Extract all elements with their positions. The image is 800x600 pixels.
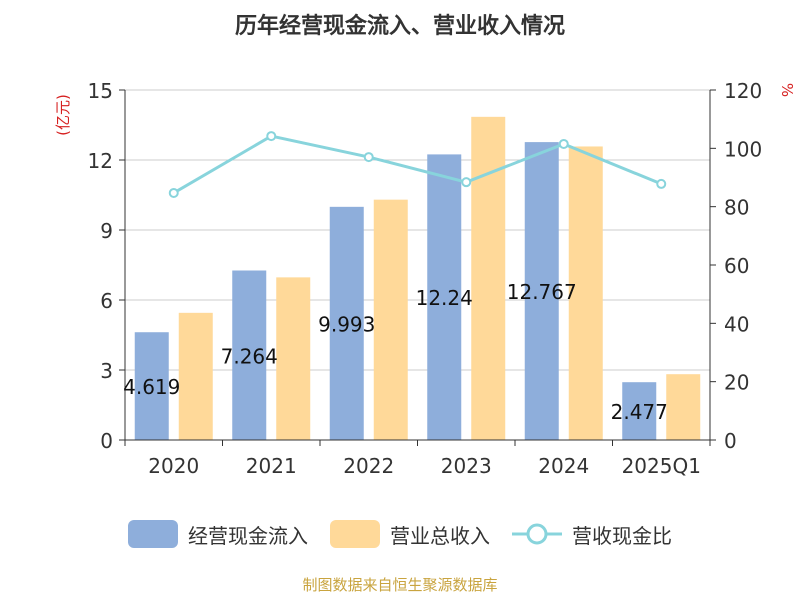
legend-item-ratio[interactable]: 营收现金比 bbox=[512, 520, 672, 549]
ratio-line-path bbox=[172, 134, 662, 195]
ratio-point bbox=[266, 131, 277, 142]
left-tick-label: 3 bbox=[100, 359, 113, 383]
data-label-cash-inflow: 12.767 bbox=[507, 280, 577, 304]
source-note: 制图数据来自恒生聚源数据库 bbox=[302, 576, 498, 594]
legend-swatch-cash-inflow bbox=[128, 520, 178, 548]
legend-label-revenue: 营业总收入 bbox=[390, 523, 490, 548]
bar-revenue bbox=[373, 199, 408, 440]
ratio-point bbox=[363, 152, 374, 163]
x-tick-label: 2024 bbox=[538, 454, 589, 478]
legend-line-icon bbox=[512, 523, 562, 545]
bar-revenue bbox=[666, 374, 701, 440]
right-tick-label: 100 bbox=[724, 137, 762, 161]
data-label-cash-inflow: 4.619 bbox=[123, 375, 180, 399]
right-tick-label: 0 bbox=[724, 429, 737, 453]
right-tick-label: 40 bbox=[724, 312, 749, 336]
data-label-cash-inflow: 12.24 bbox=[416, 286, 473, 310]
ratio-point bbox=[168, 187, 179, 198]
left-tick-label: 0 bbox=[100, 429, 113, 453]
left-tick-label: 15 bbox=[88, 79, 113, 103]
bar-cash-inflow bbox=[427, 154, 462, 440]
bar-revenue bbox=[568, 146, 603, 440]
bar-revenue bbox=[178, 312, 213, 440]
data-label-cash-inflow: 9.993 bbox=[318, 312, 375, 336]
legend-swatch-revenue bbox=[330, 520, 380, 548]
data-label-cash-inflow: 7.264 bbox=[221, 344, 278, 368]
bars bbox=[134, 116, 701, 440]
left-axis-unit: (亿元) bbox=[54, 94, 72, 136]
legend-item-cash-inflow[interactable]: 经营现金流入 bbox=[128, 520, 308, 549]
bar-revenue bbox=[471, 116, 506, 440]
data-labels: 4.619 7.264 9.993 12.24 12.767 2.477 bbox=[123, 280, 668, 424]
ratio-point bbox=[558, 138, 569, 149]
legend-label-ratio: 营收现金比 bbox=[572, 523, 672, 548]
left-tick-label: 12 bbox=[88, 149, 113, 173]
bar-cash-inflow bbox=[232, 270, 267, 440]
ratio-point bbox=[656, 178, 667, 189]
left-tick-label: 6 bbox=[100, 289, 113, 313]
x-tick-label: 2021 bbox=[246, 454, 297, 478]
left-tick-label: 9 bbox=[100, 219, 113, 243]
x-tick-label: 2023 bbox=[441, 454, 492, 478]
legend-item-revenue[interactable]: 营业总收入 bbox=[330, 520, 490, 549]
data-label-cash-inflow: 2.477 bbox=[611, 400, 668, 424]
legend-label-cash-inflow: 经营现金流入 bbox=[188, 523, 308, 548]
chart-title: 历年经营现金流入、营业收入情况 bbox=[234, 14, 565, 39]
x-tick-label: 2020 bbox=[148, 454, 199, 478]
right-tick-label: 20 bbox=[724, 371, 749, 395]
right-axis-unit: % bbox=[778, 83, 796, 97]
right-tick-label: 80 bbox=[724, 196, 749, 220]
right-tick-label: 60 bbox=[724, 254, 749, 278]
bar-cash-inflow bbox=[524, 142, 559, 440]
x-tick-label: 2025Q1 bbox=[622, 454, 701, 478]
bar-cash-inflow bbox=[134, 332, 169, 440]
axes: 0 3 6 9 12 15 0 20 40 60 80 100 120 (亿元)% 2020 2021 2022… bbox=[54, 79, 796, 478]
ratio-point bbox=[461, 177, 472, 188]
x-tick-label: 2022 bbox=[343, 454, 394, 478]
bar-cash-inflow bbox=[622, 382, 657, 440]
ratio-line bbox=[168, 131, 667, 198]
bar-revenue bbox=[276, 277, 311, 440]
legend: 经营现金流入 营业总收入 营收现金比 bbox=[0, 516, 800, 552]
right-tick-label: 120 bbox=[724, 79, 762, 103]
bar-cash-inflow bbox=[329, 206, 364, 440]
